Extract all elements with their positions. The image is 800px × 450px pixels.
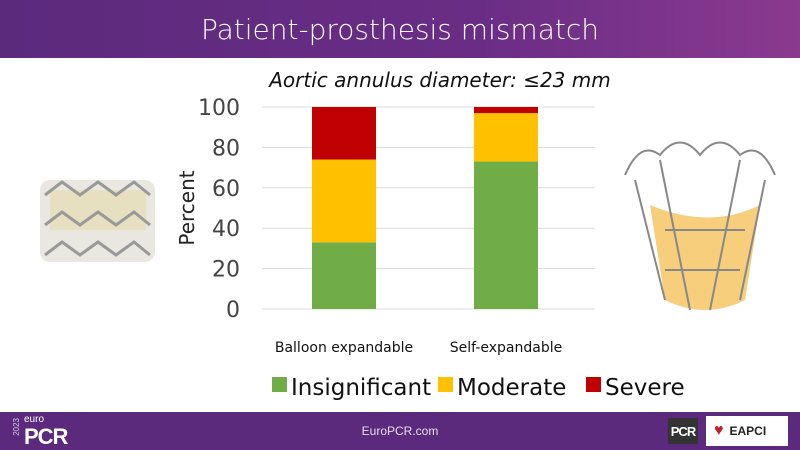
y-tick-label: 20 (212, 258, 240, 283)
y-tick-label: 0 (226, 298, 240, 323)
y-axis-label: Percent (175, 170, 199, 245)
bar-severe-1 (474, 107, 538, 114)
legend-swatch-severe (586, 377, 601, 392)
balloon-valve-image (40, 180, 155, 262)
chart: 0 20 40 60 80 100 Percent Balloon expandable S… (40, 96, 776, 401)
y-tick-label: 40 (212, 217, 240, 242)
slide-header: Patient-prosthesis mismatch (0, 0, 800, 58)
x-tick-label: Balloon expandable (275, 340, 413, 356)
legend-label-moderate: Moderate (457, 375, 566, 401)
bar-insignificant-1 (474, 161, 538, 309)
heart-icon: ♥ (714, 422, 724, 439)
legend-label-severe: Severe (605, 375, 685, 401)
y-tick-label: 100 (198, 96, 240, 121)
chart-title: Aortic annulus diameter: ≤23 mm (269, 68, 611, 92)
y-tick-label: 60 (212, 177, 240, 202)
legend-swatch-insignificant (272, 377, 287, 392)
bar-severe-0 (312, 107, 376, 160)
footer-site-link[interactable]: EuroPCR.com (361, 424, 439, 438)
bar-moderate-0 (312, 159, 376, 243)
slide-title: Patient-prosthesis mismatch (201, 12, 599, 46)
y-tick-label: 80 (212, 136, 240, 161)
x-tick-label: Self-expandable (450, 340, 562, 356)
eapci-logo: ♥ EAPCI (706, 416, 788, 446)
legend-label-insignificant: Insignificant (291, 375, 431, 401)
self-expanding-valve-image (624, 141, 776, 311)
bar-moderate-1 (474, 113, 538, 162)
footer: 2023 euro PCR EuroPCR.com PCR ♥ EAPCI (0, 412, 800, 450)
pcr-badge: PCR (668, 418, 698, 444)
legend-swatch-moderate (438, 377, 453, 392)
bar-insignificant-0 (312, 242, 376, 309)
